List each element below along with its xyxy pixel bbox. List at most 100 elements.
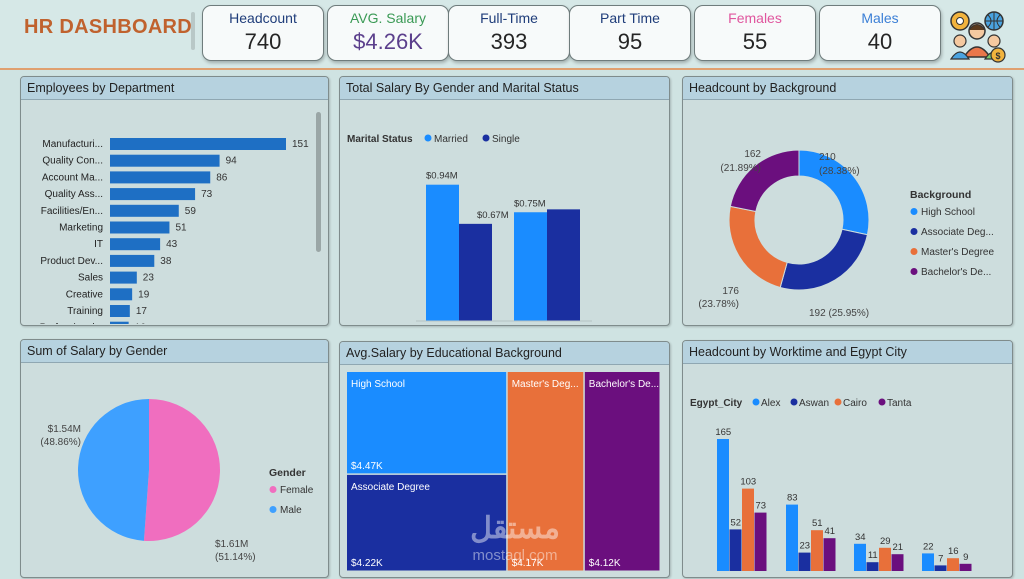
pie-slice bbox=[77, 399, 149, 541]
kpi-card-males: Males 40 bbox=[819, 5, 941, 61]
donut-slice bbox=[728, 205, 788, 289]
treemap-tile bbox=[507, 372, 584, 571]
kpi-value: $4.26K bbox=[353, 29, 423, 54]
worktime-bar bbox=[854, 543, 866, 571]
dept-bar bbox=[110, 154, 220, 167]
legend-label: Master's Degree bbox=[921, 247, 994, 258]
dept-tick-label: Quality Ass... bbox=[45, 189, 103, 200]
kpi-card-avg-salary: AVG. Salary $4.26K bbox=[327, 5, 449, 61]
dept-bar bbox=[110, 238, 161, 251]
worktime-data-label: 23 bbox=[799, 541, 810, 552]
panel-salary-gender-marital: Total Salary By Gender and Marital Statu… bbox=[339, 76, 670, 326]
kpi-card-full-time: Full-Time 393 bbox=[448, 5, 570, 61]
legend-marker bbox=[834, 398, 842, 406]
worktime-bar bbox=[947, 558, 959, 571]
donut-data-label: 210 bbox=[819, 152, 836, 163]
worktime-bar bbox=[786, 504, 798, 571]
dept-data-label: 86 bbox=[216, 172, 228, 183]
dept-tick-label: Product Dev... bbox=[40, 256, 103, 267]
dept-data-label: 59 bbox=[185, 206, 197, 217]
salary-bar bbox=[547, 209, 580, 321]
salary-bar bbox=[459, 223, 492, 321]
legend-marker bbox=[482, 134, 490, 142]
hr-people-icon: $ bbox=[949, 11, 1006, 63]
svg-text:$: $ bbox=[995, 51, 1000, 61]
panel-title: Total Salary By Gender and Marital Statu… bbox=[340, 77, 669, 100]
worktime-data-label: 103 bbox=[740, 477, 756, 488]
worktime-data-label: 7 bbox=[938, 553, 943, 564]
title-divider bbox=[191, 12, 195, 50]
treemap-value-label: $4.17K bbox=[512, 558, 544, 569]
panel-salary-by-gender: Sum of Salary by Gender $1.61M (51.14%) $1… bbox=[20, 339, 329, 578]
panel-title: Employees by Department bbox=[21, 77, 328, 100]
worktime-bar bbox=[866, 562, 879, 571]
worktime-data-label: 73 bbox=[755, 501, 766, 512]
worktime-data-label: 83 bbox=[787, 493, 798, 504]
dept-tick-label: Professional... bbox=[40, 323, 103, 324]
worktime-bar bbox=[742, 488, 754, 571]
kpi-card-females: Females 55 bbox=[694, 5, 816, 61]
worktime-bar bbox=[754, 512, 767, 571]
worktime-data-label: 22 bbox=[923, 541, 934, 552]
treemap-value-label: $4.12K bbox=[589, 558, 621, 569]
legend-marker bbox=[910, 228, 918, 235]
pie-data-label: $1.54M bbox=[48, 424, 81, 435]
legend-title: Marital Status bbox=[347, 134, 413, 145]
legend-label: Associate Deg... bbox=[921, 227, 994, 238]
worktime-data-label: 16 bbox=[948, 546, 959, 557]
treemap-value-label: $4.22K bbox=[351, 558, 383, 569]
dept-bar bbox=[110, 305, 130, 317]
worktime-data-label: 21 bbox=[892, 542, 903, 553]
legend-label: Bachelor's De... bbox=[921, 267, 991, 278]
legend-marker bbox=[910, 248, 918, 255]
legend-label: Female bbox=[280, 485, 314, 496]
dept-data-label: 19 bbox=[138, 289, 150, 300]
panel-worktime-city: Headcount by Worktime and Egypt City Egy… bbox=[682, 340, 1013, 578]
kpi-card-part-time: Part Time 95 bbox=[569, 5, 691, 61]
dept-bar bbox=[110, 138, 286, 150]
dept-data-label: 73 bbox=[201, 189, 213, 200]
dept-tick-label: Creative bbox=[66, 289, 104, 300]
dept-data-label: 17 bbox=[136, 306, 148, 317]
worktime-bar bbox=[717, 439, 729, 571]
worktime-bar bbox=[879, 547, 891, 571]
kpi-label: Females bbox=[728, 10, 782, 26]
worktime-data-label: 52 bbox=[730, 517, 741, 528]
worktime-bar bbox=[922, 553, 934, 571]
dept-data-label: 51 bbox=[175, 223, 187, 234]
pie-pct-label: (51.14%) bbox=[215, 552, 256, 563]
donut-slice bbox=[729, 149, 800, 213]
panel-title: Headcount by Background bbox=[683, 77, 1012, 100]
donut-slice bbox=[779, 228, 869, 291]
salary-bar bbox=[514, 212, 547, 321]
dept-tick-label: Training bbox=[67, 306, 103, 317]
legend-title: Egypt_City bbox=[690, 398, 743, 409]
scrollbar-thumb[interactable] bbox=[316, 112, 321, 252]
kpi-label: Full-Time bbox=[480, 10, 538, 26]
worktime-bar bbox=[729, 529, 742, 571]
treemap-tile-label: Associate Degree bbox=[351, 482, 430, 493]
legend-label: Male bbox=[280, 505, 302, 516]
salary-data-label: $0.94M bbox=[426, 171, 458, 182]
kpi-label: Males bbox=[861, 10, 899, 26]
kpi-card-headcount: Headcount 740 bbox=[202, 5, 324, 61]
donut-pct-label: (23.78%) bbox=[698, 299, 739, 310]
dept-data-label: 43 bbox=[166, 239, 178, 250]
pie-pct-label: (48.86%) bbox=[40, 437, 81, 448]
treemap-value-label: $4.47K bbox=[351, 461, 383, 472]
donut-data-label: 162 bbox=[744, 149, 761, 160]
treemap-tile-label: Master's Deg... bbox=[512, 379, 579, 390]
legend-marker bbox=[269, 506, 277, 513]
dept-bar bbox=[110, 254, 155, 267]
panel-title: Sum of Salary by Gender bbox=[21, 340, 328, 363]
treemap-tile-label: High School bbox=[351, 379, 405, 390]
legend-marker bbox=[269, 486, 277, 493]
dept-bar bbox=[110, 321, 129, 325]
treemap-tile-label: Bachelor's De... bbox=[589, 379, 659, 390]
donut-data-label: 176 bbox=[722, 286, 739, 297]
kpi-value: 393 bbox=[490, 29, 528, 54]
dept-tick-label: Quality Con... bbox=[42, 156, 103, 167]
panel-title: Avg.Salary by Educational Background bbox=[340, 342, 669, 365]
legend-label: High School bbox=[921, 207, 975, 218]
legend-title: Gender bbox=[269, 467, 306, 479]
